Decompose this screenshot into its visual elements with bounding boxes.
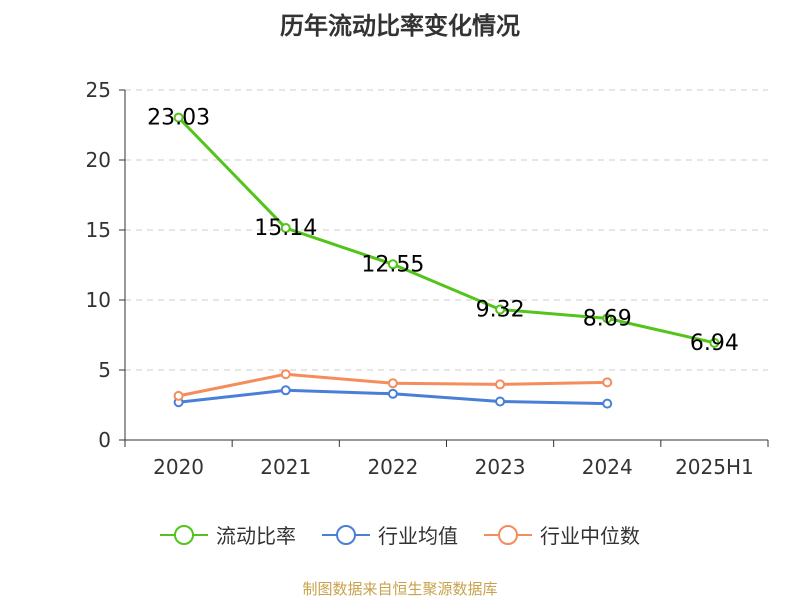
data-point <box>280 369 291 380</box>
data-point <box>495 379 506 390</box>
x-tick-label: 2024 <box>582 455 633 479</box>
series-line <box>177 116 715 345</box>
axes: 0 5 10 15 20 25 2020 2021 2022 2023 2024 2025H1 <box>86 78 769 479</box>
legend-item-current-ratio[interactable]: 流动比率 <box>160 520 296 549</box>
data-point <box>602 398 613 409</box>
x-tick-label: 2020 <box>153 455 204 479</box>
chart-title: 历年流动比率变化情况 <box>280 12 520 40</box>
data-point <box>602 377 613 388</box>
data-point <box>709 337 720 348</box>
data-label: 9.32 <box>476 298 525 323</box>
legend-item-industry-average[interactable]: 行业均值 <box>322 520 458 549</box>
data-label: 8.69 <box>583 306 632 331</box>
x-tick-label: 2022 <box>367 455 418 479</box>
data-point <box>173 112 184 123</box>
legend: 流动比率 行业均值 行业中位数 <box>0 520 800 549</box>
data-point <box>280 385 291 396</box>
data-label: 15.14 <box>254 216 317 241</box>
data-point <box>173 390 184 401</box>
data-point <box>602 313 613 324</box>
data-point <box>495 304 506 315</box>
legend-marker-icon <box>322 524 370 545</box>
legend-marker-icon <box>160 524 208 545</box>
grid-lines <box>125 89 768 371</box>
data-point <box>387 259 398 270</box>
data-label: 6.94 <box>690 331 739 356</box>
y-tick-label: 20 <box>86 148 111 172</box>
data-point <box>280 223 291 234</box>
data-label: 12.55 <box>361 252 424 277</box>
series-lines <box>173 112 720 409</box>
x-tick-label: 2023 <box>475 455 526 479</box>
y-tick-label: 15 <box>86 218 111 242</box>
data-point <box>495 396 506 407</box>
legend-item-industry-median[interactable]: 行业中位数 <box>484 520 640 549</box>
data-labels: 23.03 15.14 12.55 9.32 8.69 6.94 <box>147 106 739 356</box>
y-tick-label: 10 <box>86 288 111 312</box>
data-point <box>387 378 398 389</box>
legend-label: 行业中位数 <box>540 524 640 548</box>
x-tick-label: 2025H1 <box>675 455 754 479</box>
y-tick-label: 0 <box>98 428 111 452</box>
data-label: 23.03 <box>147 106 210 131</box>
legend-label: 行业均值 <box>378 524 458 548</box>
legend-label: 流动比率 <box>216 524 296 548</box>
y-tick-label: 5 <box>98 358 111 382</box>
y-tick-label: 25 <box>86 78 111 102</box>
legend-marker-icon <box>484 524 532 545</box>
data-point <box>387 388 398 399</box>
source-note: 制图数据来自恒生聚源数据库 <box>302 580 498 598</box>
x-tick-label: 2021 <box>260 455 311 479</box>
